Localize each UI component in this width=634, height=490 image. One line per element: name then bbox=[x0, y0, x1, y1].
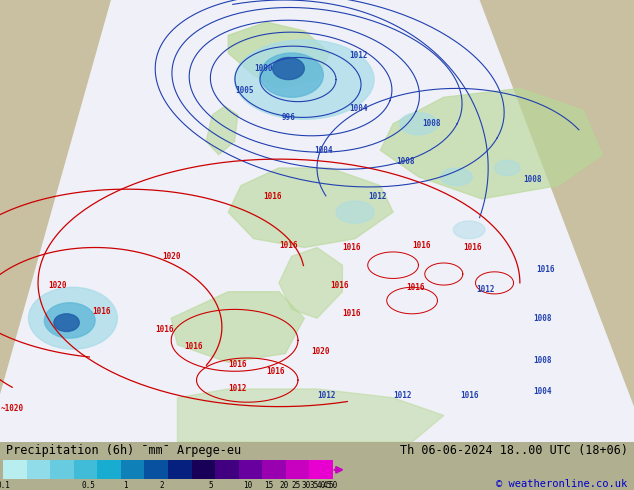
Bar bbox=[262, 460, 286, 479]
Text: 1004: 1004 bbox=[533, 387, 552, 395]
Text: 1004: 1004 bbox=[349, 104, 368, 113]
Ellipse shape bbox=[260, 53, 323, 97]
Text: 20: 20 bbox=[280, 481, 289, 490]
Ellipse shape bbox=[453, 221, 485, 239]
Bar bbox=[98, 460, 121, 479]
Text: 1016: 1016 bbox=[406, 283, 425, 292]
Text: 25: 25 bbox=[292, 481, 301, 490]
Text: 1008: 1008 bbox=[533, 356, 552, 365]
Text: 1016: 1016 bbox=[92, 307, 111, 316]
Text: 50: 50 bbox=[328, 481, 337, 490]
Text: 1005: 1005 bbox=[235, 86, 254, 95]
Bar bbox=[286, 460, 309, 479]
Text: 1012: 1012 bbox=[228, 385, 247, 393]
Bar bbox=[145, 460, 168, 479]
Text: 45: 45 bbox=[323, 481, 332, 490]
Text: 1016: 1016 bbox=[266, 367, 285, 376]
Text: 1016: 1016 bbox=[342, 243, 361, 252]
Text: 1020: 1020 bbox=[311, 347, 330, 356]
Bar bbox=[74, 460, 98, 479]
Text: 40: 40 bbox=[316, 481, 326, 490]
Text: 1008: 1008 bbox=[396, 157, 415, 166]
Text: 1016: 1016 bbox=[342, 309, 361, 318]
Ellipse shape bbox=[235, 40, 374, 120]
Polygon shape bbox=[171, 292, 304, 363]
Polygon shape bbox=[380, 88, 602, 199]
Bar bbox=[121, 460, 145, 479]
Text: 1000: 1000 bbox=[254, 64, 273, 73]
Bar bbox=[215, 460, 238, 479]
Text: 996: 996 bbox=[281, 113, 295, 122]
Polygon shape bbox=[228, 168, 393, 247]
Text: 1004: 1004 bbox=[314, 146, 333, 155]
Ellipse shape bbox=[399, 113, 437, 135]
Ellipse shape bbox=[44, 303, 95, 338]
Ellipse shape bbox=[441, 168, 472, 186]
Bar bbox=[309, 460, 333, 479]
Text: 35: 35 bbox=[309, 481, 318, 490]
Text: ~1020: ~1020 bbox=[1, 404, 24, 414]
Text: 2: 2 bbox=[160, 481, 164, 490]
Text: 1008: 1008 bbox=[523, 174, 542, 183]
Text: 1: 1 bbox=[123, 481, 127, 490]
Bar bbox=[3, 460, 27, 479]
Text: 1008: 1008 bbox=[422, 119, 441, 128]
Polygon shape bbox=[279, 247, 342, 318]
Text: 1012: 1012 bbox=[317, 391, 336, 400]
Polygon shape bbox=[178, 389, 444, 442]
Text: 1020: 1020 bbox=[48, 281, 67, 290]
Text: 0.1: 0.1 bbox=[0, 481, 10, 490]
Text: 1012: 1012 bbox=[349, 51, 368, 60]
Text: © weatheronline.co.uk: © weatheronline.co.uk bbox=[496, 479, 628, 489]
Text: 15: 15 bbox=[264, 481, 274, 490]
Text: 1012: 1012 bbox=[393, 391, 412, 400]
Text: 1012: 1012 bbox=[368, 192, 387, 201]
Text: 30: 30 bbox=[301, 481, 311, 490]
Text: 1016: 1016 bbox=[155, 325, 174, 334]
Ellipse shape bbox=[336, 201, 374, 223]
Text: 1016: 1016 bbox=[460, 391, 479, 400]
Bar bbox=[191, 460, 215, 479]
Bar bbox=[27, 460, 50, 479]
Polygon shape bbox=[206, 106, 238, 155]
Bar bbox=[50, 460, 74, 479]
Text: Precipitation (6h) ¯mm¯ Arpege-eu: Precipitation (6h) ¯mm¯ Arpege-eu bbox=[6, 444, 242, 457]
Text: 1016: 1016 bbox=[228, 360, 247, 369]
Text: 1008: 1008 bbox=[533, 314, 552, 323]
Polygon shape bbox=[228, 22, 330, 88]
Text: 1016: 1016 bbox=[536, 265, 555, 274]
Ellipse shape bbox=[54, 314, 79, 331]
Polygon shape bbox=[0, 0, 634, 442]
Text: 1016: 1016 bbox=[279, 241, 298, 250]
Text: 1012: 1012 bbox=[476, 285, 495, 294]
Text: Th 06-06-2024 18..00 UTC (18+06): Th 06-06-2024 18..00 UTC (18+06) bbox=[399, 444, 628, 457]
Text: 1016: 1016 bbox=[184, 343, 203, 351]
Text: 1020: 1020 bbox=[162, 252, 181, 261]
Text: 1016: 1016 bbox=[463, 243, 482, 252]
Text: 1016: 1016 bbox=[330, 281, 349, 290]
Bar bbox=[238, 460, 262, 479]
Text: 5: 5 bbox=[209, 481, 213, 490]
Bar bbox=[168, 460, 191, 479]
Text: 10: 10 bbox=[243, 481, 252, 490]
Text: 0.5: 0.5 bbox=[82, 481, 96, 490]
Ellipse shape bbox=[29, 287, 117, 349]
Text: 1016: 1016 bbox=[412, 241, 431, 250]
Ellipse shape bbox=[273, 57, 304, 79]
Text: 1016: 1016 bbox=[263, 192, 282, 201]
Ellipse shape bbox=[495, 160, 520, 176]
